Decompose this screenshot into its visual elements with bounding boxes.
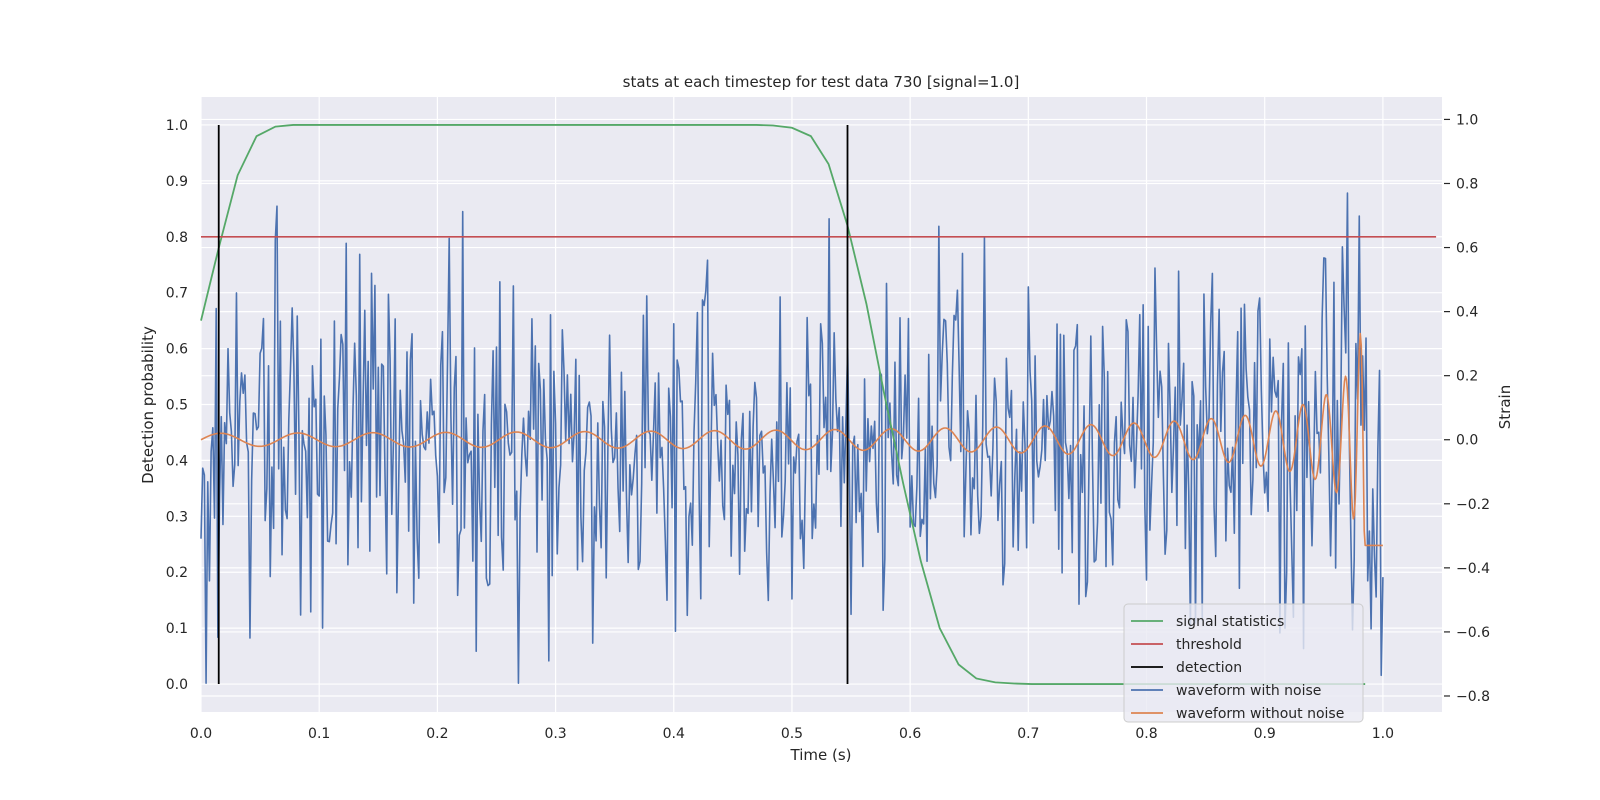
legend: signal statistics threshold detection wavef… bbox=[1123, 603, 1364, 723]
y-right-axis-label: Strain bbox=[1496, 385, 1514, 429]
y-right-axis-ticks: −0.8 −0.6 −0.4 −0.2 0.0 0.2 0.4 0.6 0.8 1.0 bbox=[1444, 112, 1490, 705]
x-axis-label: Time (s) bbox=[790, 746, 852, 764]
y-right-tick-label-0: −0.8 bbox=[1456, 689, 1490, 705]
y-right-tick-label-9: 1.0 bbox=[1456, 112, 1478, 128]
y-right-tick-label-1: −0.6 bbox=[1456, 625, 1490, 641]
series-waveform-without-noise bbox=[200, 332, 1383, 547]
series-waveform-with-noise bbox=[200, 192, 1384, 684]
x-tick-label-1: 0.1 bbox=[308, 726, 330, 742]
legend-label-waveform-with-noise: waveform with noise bbox=[1176, 683, 1321, 699]
legend-label-signal-statistics: signal statistics bbox=[1176, 614, 1284, 630]
y-left-axis-ticks: 0.0 0.1 0.2 0.3 0.4 0.5 0.6 0.7 0.8 0.9 1.0 bbox=[166, 118, 188, 693]
x-tick-label-7: 0.7 bbox=[1017, 726, 1039, 742]
y-left-tick-label-4: 0.4 bbox=[166, 453, 188, 469]
y-left-tick-label-5: 0.5 bbox=[166, 398, 188, 414]
y-left-tick-label-0: 0.0 bbox=[166, 677, 188, 693]
y-right-tick-label-7: 0.6 bbox=[1456, 241, 1478, 257]
legend-label-waveform-without-noise: waveform without noise bbox=[1176, 706, 1344, 722]
y-right-tick-label-4: 0.0 bbox=[1456, 433, 1478, 449]
legend-box bbox=[1123, 603, 1364, 723]
y-right-tick-label-6: 0.4 bbox=[1456, 305, 1478, 321]
y-left-tick-label-3: 0.3 bbox=[166, 509, 188, 525]
y-right-tick-label-5: 0.2 bbox=[1456, 369, 1478, 385]
y-left-axis-label: Detection probability bbox=[139, 326, 157, 484]
x-tick-label-2: 0.2 bbox=[426, 726, 448, 742]
x-tick-label-4: 0.4 bbox=[663, 726, 685, 742]
legend-label-threshold: threshold bbox=[1176, 637, 1242, 653]
waveform-without-noise-group bbox=[200, 332, 1383, 547]
y-right-tick-label-3: −0.2 bbox=[1456, 497, 1490, 513]
detection-group bbox=[217, 124, 849, 685]
y-left-tick-label-6: 0.6 bbox=[166, 342, 188, 358]
x-tick-label-8: 0.8 bbox=[1135, 726, 1157, 742]
y-left-tick-label-8: 0.8 bbox=[166, 230, 188, 246]
y-left-tick-label-10: 1.0 bbox=[166, 118, 188, 134]
y-left-tick-label-2: 0.2 bbox=[166, 565, 188, 581]
y-right-tick-label-8: 0.8 bbox=[1456, 176, 1478, 192]
x-tick-label-0: 0.0 bbox=[190, 726, 212, 742]
legend-label-detection: detection bbox=[1176, 660, 1242, 676]
chart-title: stats at each timestep for test data 730… bbox=[623, 73, 1020, 91]
x-tick-label-10: 1.0 bbox=[1372, 726, 1394, 742]
x-tick-label-9: 0.9 bbox=[1254, 726, 1276, 742]
x-axis-ticks: 0.0 0.1 0.2 0.3 0.4 0.5 0.6 0.7 0.8 0.9 1.0 bbox=[190, 726, 1394, 742]
y-left-tick-label-1: 0.1 bbox=[166, 621, 188, 637]
x-tick-label-6: 0.6 bbox=[899, 726, 921, 742]
y-left-tick-label-9: 0.9 bbox=[166, 174, 188, 190]
waveform-with-noise-group bbox=[200, 192, 1384, 684]
x-tick-label-3: 0.3 bbox=[544, 726, 566, 742]
x-tick-label-5: 0.5 bbox=[781, 726, 803, 742]
y-left-tick-label-7: 0.7 bbox=[166, 286, 188, 302]
y-right-tick-label-2: −0.4 bbox=[1456, 561, 1490, 577]
